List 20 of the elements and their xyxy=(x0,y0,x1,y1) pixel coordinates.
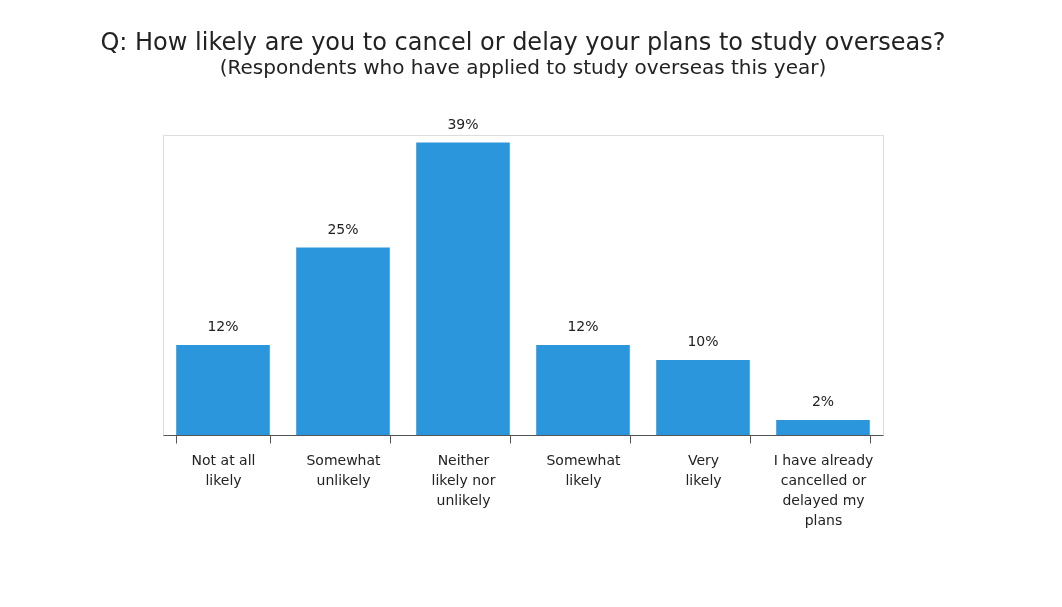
data-label: 10% xyxy=(687,333,719,349)
data-label: 39% xyxy=(447,115,479,132)
bar xyxy=(656,360,750,435)
data-label: 12% xyxy=(567,318,599,334)
data-label: 12% xyxy=(207,318,239,334)
data-label: 2% xyxy=(811,393,835,409)
bar xyxy=(416,142,510,435)
x-tick-label: Somewhat likely xyxy=(546,451,622,488)
bar xyxy=(776,420,870,435)
x-tick-label: I have already cancelled or delayed my plans xyxy=(773,451,874,528)
x-tick-label: Not at all likely xyxy=(191,451,256,488)
bar xyxy=(176,345,270,435)
chart-title: Q: How likely are you to cancel or delay your plans to study overseas? xyxy=(100,27,946,56)
x-tick-label: Somewhat unlikely xyxy=(306,451,382,488)
chart-subtitle: (Respondents who have applied to study overseas this year) xyxy=(219,54,827,79)
x-tick-label: Very likely xyxy=(685,451,722,488)
x-tick-label: Neither likely nor unlikely xyxy=(431,451,496,508)
data-label: 25% xyxy=(327,220,359,237)
bar xyxy=(536,345,630,435)
bar xyxy=(296,247,390,435)
